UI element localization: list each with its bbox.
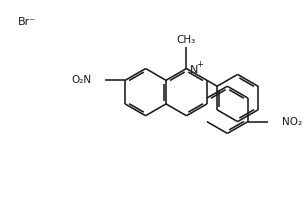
Text: +: + [196,60,203,69]
Text: NO₂: NO₂ [282,117,302,127]
Text: Br⁻: Br⁻ [18,17,36,27]
Text: O₂N: O₂N [71,75,91,85]
Text: N: N [189,65,198,75]
Text: CH₃: CH₃ [177,35,196,45]
